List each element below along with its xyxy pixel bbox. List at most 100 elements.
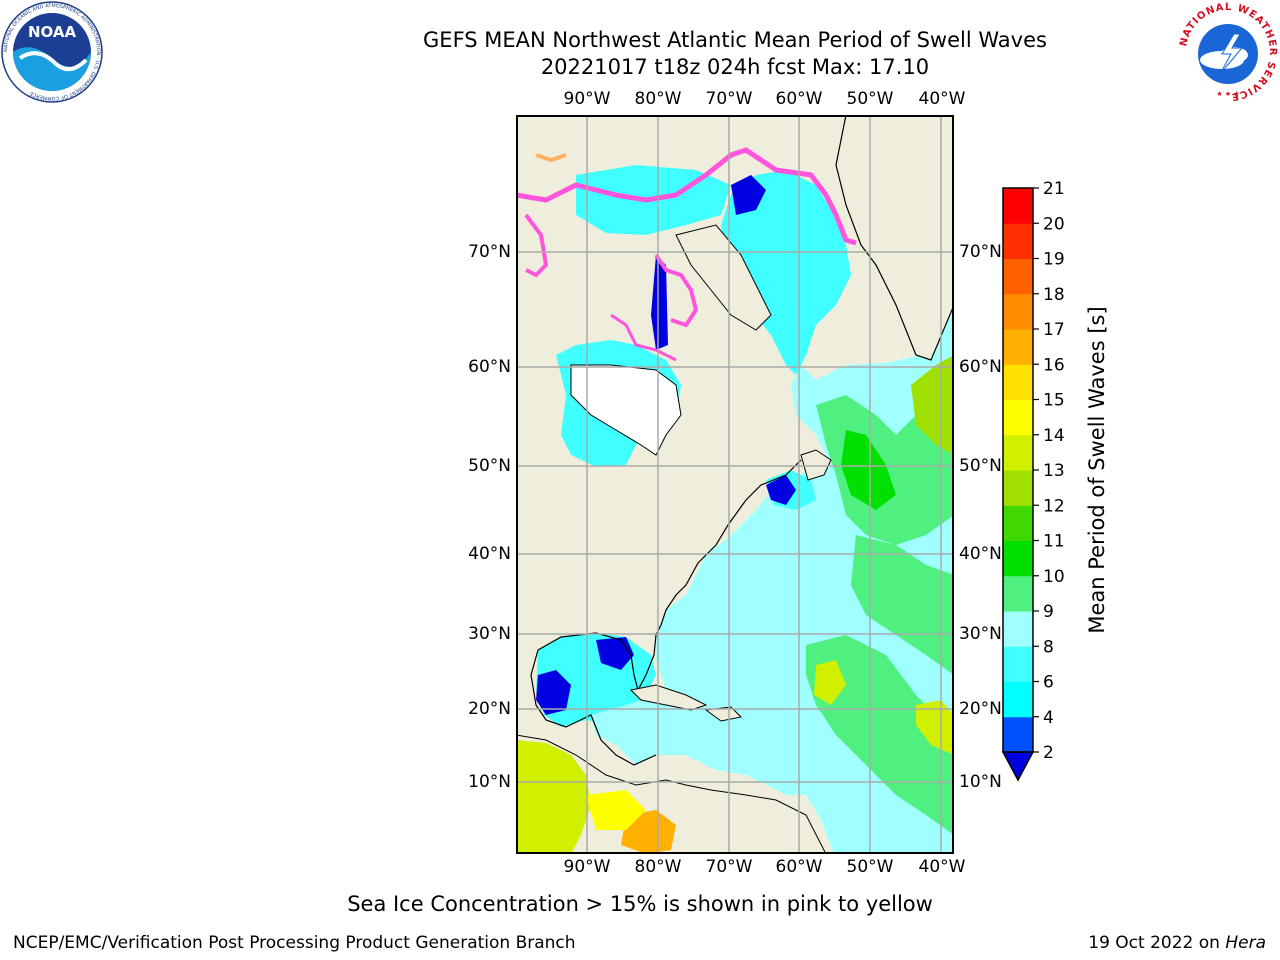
lat-label-left-60n: 60°N [468,357,511,377]
colorbar-tick-label: 20 [1043,214,1065,234]
coast-florida [537,632,657,692]
lon-label-bottom-90w: 90°W [563,857,611,877]
lon-label-top-90w: 90°W [563,89,611,109]
sea-ice-yellow-patch [535,153,567,163]
colorbar-tick-label: 16 [1043,355,1065,375]
colorbar-segment [1003,611,1033,647]
lat-label-left-30n: 30°N [468,624,511,644]
footer-date-text: 19 Oct 2022 on [1088,933,1220,953]
colorbar-tick-label: 11 [1043,532,1065,552]
swell-patch-east-13 [916,700,954,755]
noaa-logo: NATIONAL OCEANIC AND ATMOSPHERIC ADMINIS… [1,1,103,103]
lat-label-left-20n: 20°N [468,699,511,719]
sea-ice-western [524,213,549,278]
swell-band-green-north [816,355,954,545]
colorbar-segment [1003,575,1033,612]
colorbar-segment [1003,399,1033,436]
colorbar-segment [1003,329,1033,365]
lon-label-top-40w: 40°W [918,89,966,109]
colorbar-segment [1003,293,1033,330]
swell-band-central-green [871,570,936,625]
colorbar-tick-label: 18 [1043,285,1065,305]
colorbar-tick-label: 4 [1043,708,1054,728]
lat-label-right-20n: 20°N [959,699,1002,719]
graticule [516,115,954,854]
land-south-america [516,734,827,854]
lat-label-right-60n: 60°N [959,357,1002,377]
noaa-logo-text: NOAA [28,23,77,41]
lon-label-top-70w: 70°W [705,89,753,109]
colorbar-tick-label: 8 [1043,637,1054,657]
footer-date: 19 Oct 2022 on Hera [1088,933,1266,953]
swell-patch-south-13 [814,660,846,705]
footer-credit: NCEP/EMC/Verification Post Processing Pr… [13,933,576,953]
colorbar-tick-label: 13 [1043,461,1065,481]
colorbar-tick-label: 9 [1043,602,1054,622]
map-frame [516,115,954,854]
lat-label-left-40n: 40°N [468,544,511,564]
lon-label-top-60w: 60°W [775,89,823,109]
colorbar-segment [1003,681,1033,718]
colorbar-segment [1003,223,1033,259]
colorbar-tick-label: 14 [1043,426,1065,446]
colorbar-under-triangle [1001,751,1035,782]
colorbar-tick-label: 21 [1043,180,1065,199]
lat-label-right-50n: 50°N [959,456,1002,476]
colorbar-segment [1003,505,1033,541]
swell-lowperiod-gulf [536,670,571,715]
lat-label-right-70n: 70°N [959,242,1002,262]
swell-patch-north-13 [911,355,954,455]
swell-lowperiod-stlawrence [766,475,796,505]
lat-label-left-10n: 10°N [468,772,511,792]
nws-logo: NATIONAL WEATHER SERVICE ★ ★ ★ [1178,2,1277,102]
colorbar-segment [1003,434,1033,471]
colorbar-tick-label: 12 [1043,496,1065,516]
colorbar: 2 4 6 8 9 10 11 12 13 14 15 16 17 18 19 20 21 [1001,180,1065,782]
map-panel [516,115,954,854]
swell-lowperiod-labrador [731,175,766,215]
coast-greenland [835,115,954,361]
colorbar-tick-label: 10 [1043,567,1065,587]
colorbar-tick-label: 19 [1043,250,1065,270]
coast-newfoundland [800,449,832,481]
colorbar-title: Mean Period of Swell Waves [s] [1085,306,1109,634]
swell-pacific-yellow2 [586,790,646,830]
lon-label-top-80w: 80°W [634,89,682,109]
sea-ice-arctic [516,147,857,246]
swell-pacific-yellow [516,740,591,854]
colorbar-segment [1003,364,1033,400]
chart-title: GEFS MEAN Northwest Atlantic Mean Period… [423,28,1047,52]
lat-label-right-10n: 10°N [959,772,1002,792]
svg-text:★ ★ ★: ★ ★ ★ [1216,90,1239,98]
coast-hispaniola [704,706,743,722]
lat-label-right-40n: 40°N [959,544,1002,564]
sea-ice-hudson-strait [610,313,677,362]
ocean-caribbean [591,695,816,795]
sea-ice-baffin [654,253,699,328]
colorbar-segment [1003,716,1033,753]
ocean-baffin-labrador [721,170,851,375]
coast-cuba [629,684,708,711]
lon-label-bottom-80w: 80°W [634,857,682,877]
swell-lowperiod-hudson [651,255,668,350]
swell-patch-11-12 [841,430,896,510]
colorbar-segment [1003,188,1033,224]
colorbar-tick-label: 15 [1043,391,1065,411]
lat-label-left-50n: 50°N [468,456,511,476]
coast-mexico [530,649,657,766]
chart-subtitle: 20221017 t18z 024h fcst Max: 17.10 [540,55,930,79]
colorbar-segment [1003,258,1033,295]
colorbar-tick-label: 17 [1043,320,1065,340]
colorbar-segment [1003,646,1033,682]
sea-ice-note: Sea Ice Concentration > 15% is shown in … [347,892,933,916]
lat-label-left-70n: 70°N [468,242,511,262]
footer-host: Hera [1225,933,1266,953]
lon-label-bottom-40w: 40°W [918,857,966,877]
colorbar-tick-label: 2 [1043,743,1054,763]
colorbar-segment [1003,470,1033,506]
lon-label-bottom-50w: 50°W [846,857,894,877]
lon-label-top-50w: 50°W [846,89,894,109]
lat-label-right-30n: 30°N [959,624,1002,644]
colorbar-tick-label: 6 [1043,673,1054,693]
lon-label-bottom-60w: 60°W [775,857,823,877]
